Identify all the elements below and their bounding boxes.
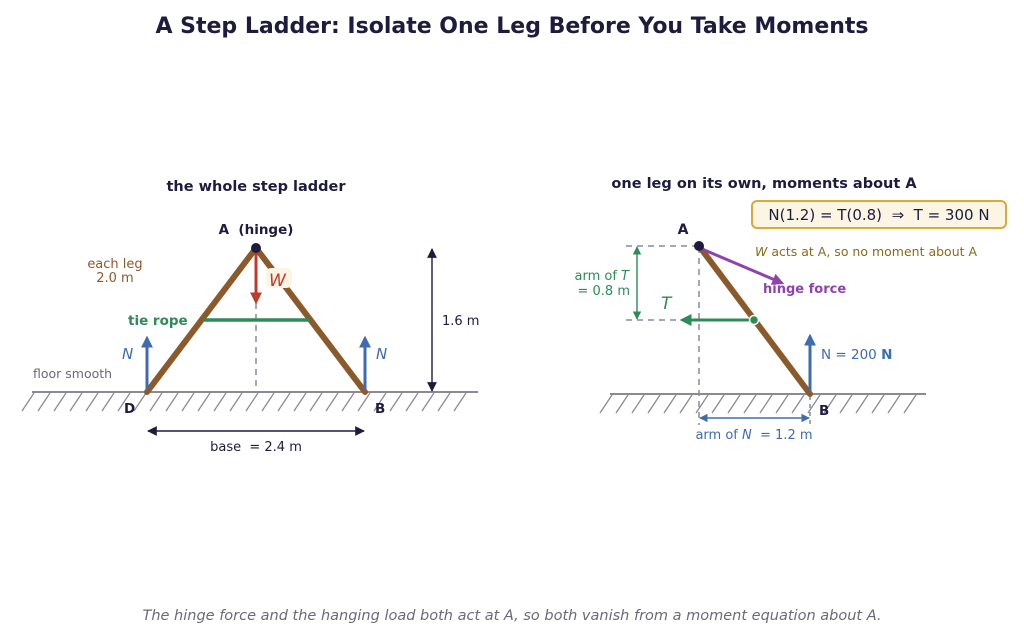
base-label: base = 2.4 m	[210, 440, 302, 455]
hatch-mark	[197, 392, 211, 412]
hatch-mark	[309, 392, 323, 412]
left-floor-hatching	[21, 392, 467, 412]
left-ground	[21, 391, 478, 412]
hatch-mark	[21, 392, 35, 412]
tension-label: T	[661, 294, 673, 314]
hatch-mark	[69, 392, 83, 412]
left-heading: the whole step ladder	[167, 179, 347, 195]
hatch-mark	[181, 392, 195, 412]
weight-note: W acts at A, so no moment about A	[755, 244, 978, 259]
hatch-mark	[213, 392, 227, 412]
hatch-mark	[615, 394, 629, 414]
leg-note-line2: 2.0 m	[96, 271, 133, 286]
left-leg-ad	[144, 245, 259, 395]
hatch-mark	[133, 392, 147, 412]
hatch-mark	[37, 392, 51, 412]
hatch-mark	[903, 394, 917, 414]
arm-n-prefix: arm of	[695, 428, 742, 443]
hatch-mark	[437, 392, 451, 412]
hatch-mark	[855, 394, 869, 414]
hatch-mark	[679, 394, 693, 414]
arm-n-label: arm of N = 1.2 m	[695, 428, 812, 443]
hatch-mark	[631, 394, 645, 414]
right-normal-label: N = 200 N	[821, 347, 892, 363]
arm-n-symbol: N	[742, 428, 752, 443]
hatch-mark	[775, 394, 789, 414]
rope-attachment-point	[748, 314, 760, 326]
hatch-mark	[599, 394, 613, 414]
foot-d-label: D	[124, 401, 135, 417]
hatch-mark	[727, 394, 741, 414]
hatch-mark	[871, 394, 885, 414]
foot-b-label: B	[375, 401, 385, 417]
hatch-mark	[245, 392, 259, 412]
right-normal-value: N = 200	[821, 347, 881, 363]
hatch-mark	[695, 394, 709, 414]
right-heading: one leg on its own, moments about A	[611, 176, 917, 192]
arm-t-symbol: T	[621, 269, 630, 284]
hatch-mark	[325, 392, 339, 412]
hatch-mark	[261, 392, 275, 412]
arm-n-suffix: = 1.2 m	[752, 428, 813, 443]
height-label: 1.6 m	[442, 314, 479, 329]
hatch-mark	[711, 394, 725, 414]
hatch-mark	[341, 392, 355, 412]
weight-note-text: acts at A, so no moment about A	[767, 244, 977, 259]
hatch-mark	[759, 394, 773, 414]
hatch-mark	[357, 392, 371, 412]
right-panel: one leg on its own, moments about A N(1.…	[575, 176, 1007, 443]
hatch-mark	[389, 392, 403, 412]
right-floor-hatching	[599, 394, 917, 414]
right-foot-b-label: B	[819, 403, 829, 419]
hatch-mark	[101, 392, 115, 412]
arm-t-label-line1: arm of T	[575, 269, 631, 284]
hinge-force-arrow	[701, 247, 785, 285]
hatch-mark	[53, 392, 67, 412]
hatch-mark	[293, 392, 307, 412]
right-hinge-a	[694, 241, 704, 251]
hatch-mark	[887, 394, 901, 414]
hatch-mark	[807, 394, 821, 414]
floor-label: floor smooth	[33, 366, 112, 381]
arm-t-label-line2: = 0.8 m	[578, 284, 631, 299]
hatch-mark	[149, 392, 163, 412]
hatch-mark	[85, 392, 99, 412]
hatch-mark	[453, 392, 467, 412]
hatch-mark	[743, 394, 757, 414]
hatch-mark	[229, 392, 243, 412]
hatch-mark	[117, 392, 131, 412]
right-ground	[599, 393, 926, 414]
caption: The hinge force and the hanging load bot…	[142, 608, 882, 624]
left-panel: the whole step ladder tie rope W A (hing…	[21, 179, 479, 455]
left-hinge-a	[251, 243, 261, 253]
hinge-force-label: hinge force	[763, 282, 846, 297]
tie-rope-label: tie rope	[128, 313, 188, 329]
hatch-mark	[663, 394, 677, 414]
right-apex-label: A	[678, 222, 689, 238]
hatch-mark	[165, 392, 179, 412]
hatch-mark	[373, 392, 387, 412]
hatch-mark	[647, 394, 661, 414]
left-normal-d-label: N	[122, 345, 133, 363]
hatch-mark	[839, 394, 853, 414]
page-title: A Step Ladder: Isolate One Leg Before Yo…	[155, 14, 869, 39]
hatch-mark	[823, 394, 837, 414]
hatch-mark	[791, 394, 805, 414]
hatch-mark	[421, 392, 435, 412]
left-normal-b-label: N	[376, 345, 387, 363]
arm-t-prefix: arm of	[575, 269, 622, 284]
equation-box	[751, 200, 1007, 229]
left-apex-label: A (hinge)	[219, 222, 294, 238]
moment-equation: N(1.2) = T(0.8) ⇒ T = 300 N	[768, 206, 989, 224]
weight-label: W	[269, 271, 287, 291]
right-normal-unit: N	[881, 347, 892, 363]
hatch-mark	[277, 392, 291, 412]
weight-note-symbol: W	[755, 244, 768, 259]
weight-label-bg	[266, 268, 292, 288]
hatch-mark	[405, 392, 419, 412]
leg-note-line1: each leg	[87, 257, 142, 272]
